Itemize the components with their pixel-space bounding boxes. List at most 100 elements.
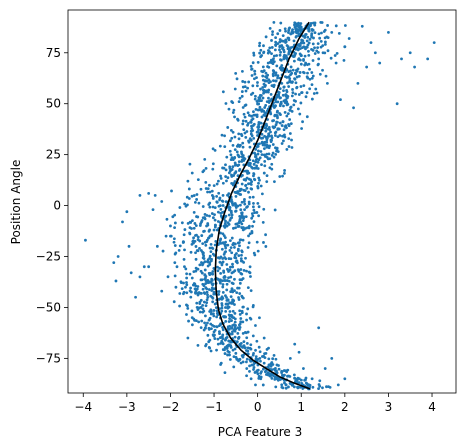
scatter-point	[229, 216, 233, 220]
scatter-point	[201, 242, 205, 245]
scatter-point	[224, 310, 228, 313]
scatter-point	[206, 333, 210, 337]
scatter-point	[252, 220, 256, 224]
scatter-point	[161, 249, 165, 253]
scatter-point	[209, 250, 213, 254]
scatter-point	[241, 332, 245, 335]
scatter-point	[221, 283, 225, 286]
scatter-point	[217, 290, 221, 293]
scatter-point	[219, 176, 223, 180]
scatter-point	[246, 349, 250, 353]
scatter-point	[242, 200, 246, 203]
scatter-point	[295, 69, 299, 73]
scatter-point	[147, 191, 151, 195]
scatter-point	[217, 293, 221, 296]
scatter-point	[274, 123, 278, 126]
scatter-point	[257, 176, 261, 180]
scatter-point	[303, 54, 307, 58]
scatter-point	[222, 234, 226, 238]
scatter-point	[125, 210, 129, 214]
scatter-point	[204, 282, 207, 286]
scatter-point	[219, 241, 223, 245]
scatter-point	[185, 276, 189, 280]
scatter-point	[138, 275, 142, 279]
ticks-layer: −4 −3 −2 −1 0 1 2 3 4 −75 −50 −25 0 25 50 75	[36, 46, 436, 414]
scatter-point	[196, 235, 200, 239]
scatter-point	[254, 94, 257, 98]
scatter-point	[291, 68, 295, 72]
scatter-point	[299, 85, 303, 88]
scatter-point	[240, 250, 244, 254]
scatter-point	[241, 141, 245, 145]
scatter-point	[238, 325, 242, 329]
scatter-point	[325, 385, 328, 389]
scatter-point	[213, 213, 216, 217]
scatter-point	[253, 97, 257, 101]
scatter-point	[203, 260, 207, 264]
scatter-point	[265, 174, 269, 178]
scatter-point	[311, 42, 315, 46]
scatter-point	[223, 256, 227, 259]
scatter-point	[250, 212, 254, 216]
scatter-point	[247, 139, 250, 143]
scatter-point	[251, 224, 254, 228]
scatter-point	[287, 385, 290, 389]
scatter-point	[300, 91, 304, 94]
scatter-point	[318, 36, 322, 40]
scatter-point	[263, 141, 267, 144]
scatter-point	[185, 283, 189, 287]
scatter-point	[259, 184, 263, 188]
scatter-point	[284, 369, 288, 373]
scatter-point	[322, 30, 326, 33]
scatter-point	[209, 242, 213, 246]
scatter-point	[264, 129, 268, 133]
scatter-point	[247, 190, 250, 194]
scatter-point	[241, 106, 245, 109]
scatter-point	[243, 131, 247, 135]
scatter-point	[259, 150, 263, 153]
scatter-point	[204, 314, 207, 318]
scatter-point	[256, 357, 260, 361]
scatter-point	[270, 52, 273, 56]
scatter-point	[308, 23, 311, 27]
scatter-point	[216, 210, 220, 214]
scatter-point	[222, 269, 226, 273]
scatter-point	[258, 156, 262, 160]
scatter-point	[250, 124, 253, 128]
scatter-point	[247, 164, 251, 167]
scatter-point	[254, 155, 258, 158]
scatter-point	[263, 114, 267, 118]
scatter-point	[305, 45, 309, 49]
scatter-point	[196, 307, 200, 311]
scatter-point	[273, 134, 277, 137]
scatter-point	[261, 136, 264, 140]
scatter-point	[249, 138, 253, 142]
scatter-point	[247, 80, 251, 84]
scatter-point	[255, 369, 259, 373]
scatter-point	[258, 350, 262, 354]
scatter-point	[310, 83, 314, 87]
scatter-point	[308, 37, 312, 41]
scatter-point	[229, 275, 233, 279]
scatter-point	[237, 100, 241, 104]
scatter-point	[209, 272, 213, 276]
scatter-point	[208, 246, 212, 250]
scatter-point	[265, 124, 269, 128]
scatter-point	[212, 228, 216, 232]
scatter-point	[255, 211, 259, 214]
scatter-point	[249, 132, 253, 136]
scatter-point	[251, 91, 255, 95]
scatter-point	[234, 222, 238, 226]
scatter-point	[316, 63, 320, 67]
scatter-point	[255, 130, 259, 134]
scatter-point	[225, 279, 229, 282]
scatter-point	[291, 88, 294, 91]
scatter-point	[221, 166, 224, 170]
scatter-point	[244, 136, 248, 139]
scatter-point	[203, 268, 207, 272]
scatter-point	[255, 76, 258, 80]
scatter-point	[222, 224, 226, 228]
scatter-point	[245, 269, 248, 273]
scatter-point	[262, 51, 265, 55]
scatter-point	[253, 151, 256, 155]
